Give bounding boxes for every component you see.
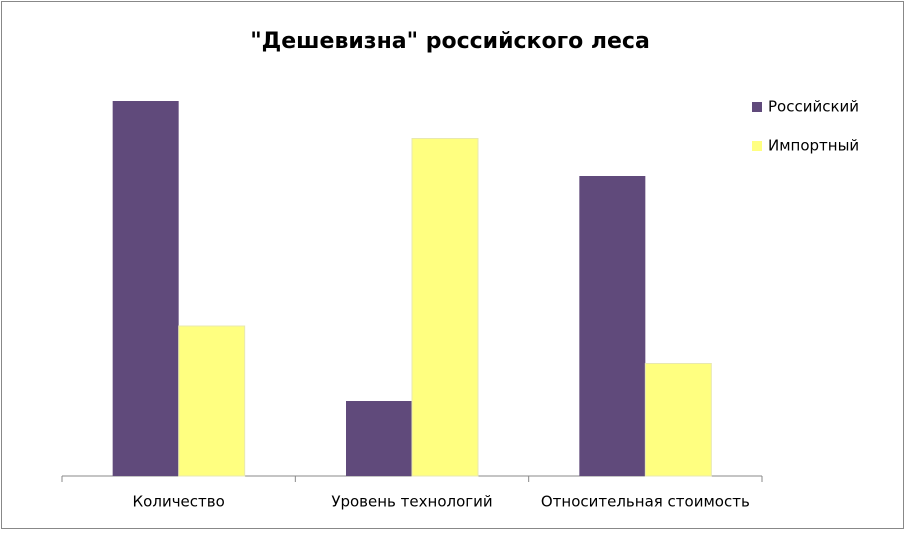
bar — [579, 176, 646, 476]
x-tick-label: Количество — [133, 493, 225, 511]
legend-label: Импортный — [768, 137, 859, 155]
x-tick-label: Относительная стоимость — [541, 493, 750, 511]
legend-swatch — [752, 141, 762, 151]
bar — [346, 401, 412, 476]
bar — [644, 363, 712, 477]
chart-title: "Дешевизна" российского леса — [250, 29, 650, 54]
bar — [112, 101, 179, 476]
legend-label: Российский — [768, 98, 859, 116]
bar — [411, 138, 479, 477]
x-tick-label: Уровень технологий — [331, 493, 492, 511]
bar — [178, 325, 246, 477]
legend-swatch — [752, 102, 762, 112]
